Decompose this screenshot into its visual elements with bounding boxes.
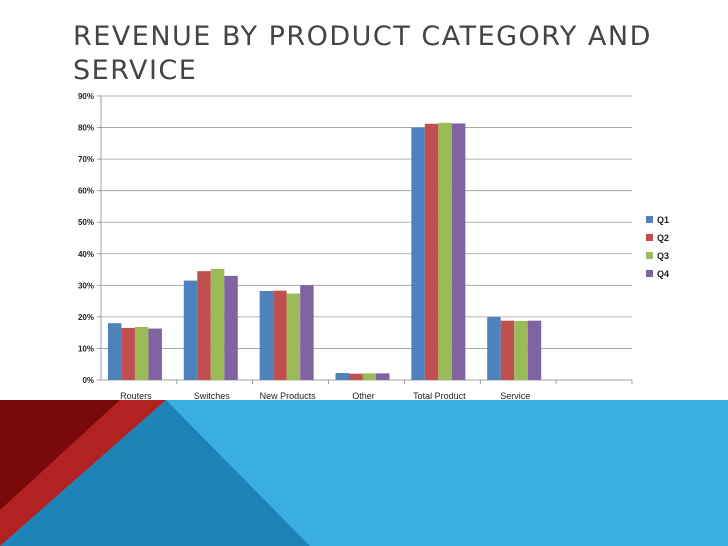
y-tick-label: 30% — [78, 281, 94, 290]
x-tick-label: New Products — [260, 391, 317, 401]
legend-label-q4: Q4 — [657, 269, 669, 279]
x-tick-label: Other — [352, 391, 375, 401]
slide-title: REVENUE BY PRODUCT CATEGORY AND SERVICE — [73, 21, 652, 86]
bar-q1 — [411, 127, 425, 380]
legend-swatch-q2 — [646, 234, 653, 241]
y-tick-label: 40% — [78, 250, 94, 259]
bar-q2 — [500, 320, 515, 380]
bar-q4 — [224, 275, 238, 380]
bar-chart: 0% 10% 20% 30% 40% 50% 60% 70% 80% 90% Routers Swi… — [78, 92, 669, 401]
bar-q4 — [376, 373, 390, 380]
legend-label-q2: Q2 — [657, 233, 669, 243]
y-tick-label: 50% — [78, 218, 94, 227]
bar-q1 — [487, 316, 501, 380]
y-tick-label: 90% — [78, 92, 94, 101]
bars — [107, 122, 542, 381]
bar-q3 — [286, 293, 301, 380]
footer-dark-red-shape — [0, 400, 120, 510]
x-tick-label: Total Product — [413, 391, 466, 401]
bar-q4 — [300, 285, 314, 380]
bar-q3 — [514, 320, 528, 380]
bar-q1 — [335, 373, 349, 380]
y-tick-label: 60% — [78, 187, 94, 196]
bar-q3 — [438, 122, 452, 381]
y-tick-label: 70% — [78, 155, 94, 164]
bar-q2 — [121, 327, 135, 380]
x-tick-label: Routers — [120, 391, 152, 401]
bar-q1 — [107, 323, 122, 380]
legend-swatch-q4 — [646, 270, 653, 277]
bar-q1 — [259, 291, 274, 380]
y-tick-label: 10% — [78, 344, 94, 353]
bar-q2 — [197, 271, 211, 380]
bar-q3 — [134, 326, 149, 380]
legend: Q1 Q2 Q3 Q4 — [646, 215, 669, 279]
x-tick-label: Switches — [194, 391, 231, 401]
legend-swatch-q1 — [646, 216, 653, 223]
x-tick-label: Service — [500, 391, 530, 401]
y-tick-label: 0% — [82, 376, 94, 385]
x-axis-ticks: Routers Switches New Products Other Total Pr… — [120, 391, 530, 401]
legend-label-q1: Q1 — [657, 215, 669, 225]
y-axis-ticks: 0% 10% 20% 30% 40% 50% 60% 70% 80% 90% — [78, 92, 94, 385]
footer-blue-dark-triangle — [0, 400, 310, 546]
bar-q2 — [424, 123, 439, 380]
y-tick-label: 80% — [78, 124, 94, 133]
legend-label-q3: Q3 — [657, 251, 669, 261]
legend-swatch-q3 — [646, 252, 653, 259]
bar-q3 — [362, 373, 376, 380]
bar-q4 — [527, 320, 542, 380]
bar-q2 — [273, 290, 287, 380]
bar-q4 — [451, 123, 466, 380]
footer-decoration — [0, 400, 728, 546]
bar-q4 — [148, 328, 162, 380]
bar-q1 — [183, 280, 198, 380]
grid-lines — [97, 95, 633, 384]
bar-q2 — [349, 373, 363, 380]
bar-q3 — [210, 268, 225, 380]
y-tick-label: 20% — [78, 313, 94, 322]
